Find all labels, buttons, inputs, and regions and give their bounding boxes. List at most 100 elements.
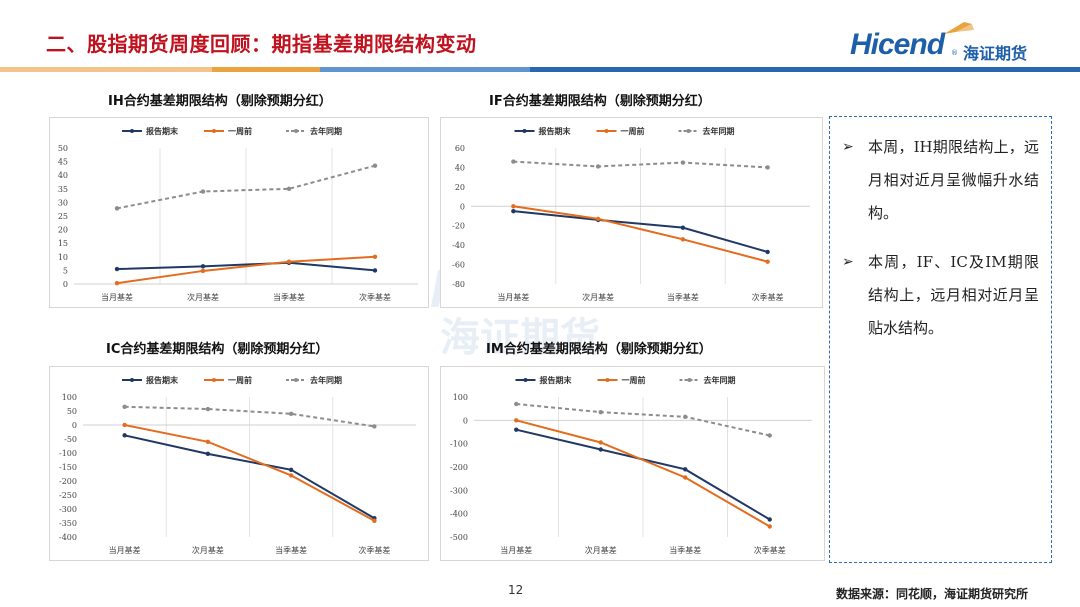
header-band-segment [212, 67, 320, 72]
im-chart-title: IM合约基差期限结构（剔除预期分红） [486, 342, 712, 357]
y-tick-label: -100 [450, 440, 468, 449]
header-band-segment [320, 67, 530, 72]
arrow-bullet-icon: ➢ [842, 254, 854, 270]
legend-marker-week-ago [604, 129, 609, 133]
y-tick-label: -350 [59, 519, 77, 528]
ic-chart: -400 -350 -300 -250 -200 -150 -100 -50 0 50 100 当月基… [49, 366, 429, 561]
y-tick-label: -200 [59, 477, 77, 486]
y-tick-label: 35 [58, 185, 68, 194]
if-chart-title: IF合约基差期限结构（剔除预期分红） [489, 94, 711, 109]
header-band-segment [0, 67, 212, 72]
y-tick-label: 100 [453, 393, 468, 402]
data-point-report [205, 451, 211, 457]
y-tick-label: 15 [58, 239, 68, 248]
y-tick-label: 0 [72, 421, 77, 430]
legend-marker-report [522, 129, 527, 133]
data-point-week-ago [680, 237, 686, 242]
chart-svg: -400 -350 -300 -250 -200 -150 -100 -50 0 50 100 当月基… [59, 375, 416, 555]
data-point-last-year [595, 164, 601, 169]
commentary-item: ➢ 本周，IH期限结构上，远月相对近月呈微幅升水结构。 [842, 131, 1039, 230]
data-point-last-year [765, 165, 770, 170]
data-point-last-year [767, 433, 772, 438]
legend-marker-report [523, 378, 528, 382]
chart-svg: -500 -400 -300 -200 -100 0 100 当月基差 次月基差 当季基差 次季基差… [450, 375, 812, 555]
x-tick-label: 次月基差 [187, 292, 219, 302]
data-point-report [514, 427, 519, 432]
y-tick-label: -400 [59, 533, 77, 542]
legend-label-report: 报告期末 [146, 375, 178, 385]
legend-label-last-year: 去年同期 [310, 126, 342, 136]
data-point-last-year [114, 206, 120, 211]
im-chart: -500 -400 -300 -200 -100 0 100 当月基差 次月基差 当季基差 次季基差… [440, 366, 825, 561]
y-tick-label: -300 [59, 505, 77, 514]
y-tick-label: 20 [455, 183, 465, 192]
legend-label-last-year: 去年同期 [704, 375, 736, 385]
y-tick-label: 0 [460, 202, 465, 211]
x-tick-label: 当季基差 [667, 292, 699, 302]
logo-chinese-name: 海证期货 [963, 44, 1028, 63]
y-tick-label: -150 [59, 463, 77, 472]
if-chart: -80 -60 -40 -20 0 20 40 60 当月基差 次月基差 当季基差 次季基差 报告期末 一… [440, 117, 823, 308]
x-tick-label: 次月基差 [582, 292, 614, 302]
data-point-week-ago [205, 439, 211, 444]
legend-label-week-ago: 一周前 [228, 375, 252, 385]
legend-label-week-ago: 一周前 [228, 126, 252, 136]
legend-label-report: 报告期末 [146, 126, 178, 136]
data-point-week-ago [595, 216, 601, 222]
header-band-segment [530, 67, 1080, 72]
legend-marker-week-ago [605, 378, 610, 382]
y-tick-label: 45 [58, 158, 68, 167]
data-point-week-ago [286, 259, 292, 264]
data-point-report [598, 447, 603, 452]
x-tick-label: 当季基差 [275, 545, 307, 555]
y-tick-label: -80 [452, 280, 465, 289]
legend-marker-last-year [294, 129, 298, 133]
commentary-box: ➢ 本周，IH期限结构上，远月相对近月呈微幅升水结构。 ➢ 本周，IF、IC及I… [829, 116, 1052, 563]
x-tick-label: 次季基差 [358, 545, 390, 555]
data-point-last-year [511, 159, 516, 164]
x-tick-label: 次月基差 [192, 545, 224, 555]
data-point-week-ago [767, 524, 772, 529]
y-tick-label: -200 [450, 463, 468, 472]
x-tick-label: 当月基差 [101, 292, 133, 302]
data-point-last-year [200, 189, 206, 194]
data-point-week-ago [598, 440, 603, 445]
series-line-week-ago [515, 419, 771, 528]
data-point-week-ago [114, 280, 120, 286]
y-tick-label: -250 [59, 491, 77, 500]
y-tick-label: -500 [450, 533, 468, 542]
legend-marker-week-ago [212, 378, 216, 382]
y-tick-label: 0 [63, 280, 68, 289]
data-point-last-year [122, 404, 127, 409]
legend-marker-last-year [686, 129, 691, 133]
y-tick-label: 25 [58, 212, 68, 221]
legend-marker-last-year [294, 378, 298, 382]
legend-label-week-ago: 一周前 [621, 126, 645, 136]
data-point-last-year [288, 411, 294, 416]
data-point-report [122, 433, 127, 438]
data-point-report [680, 225, 686, 230]
legend-label-report: 报告期末 [540, 375, 572, 385]
data-point-last-year [514, 401, 519, 407]
data-point-last-year [372, 424, 377, 429]
series-line-last-year [513, 160, 768, 169]
y-tick-label: 40 [455, 163, 465, 172]
legend-label-last-year: 去年同期 [703, 126, 735, 136]
y-tick-label: -60 [452, 261, 465, 270]
legend-label-last-year: 去年同期 [310, 375, 342, 385]
data-point-week-ago [372, 518, 377, 523]
legend-marker-last-year [687, 378, 692, 382]
logo-wing-icon [944, 22, 974, 34]
y-tick-label: 50 [67, 407, 77, 416]
data-point-last-year [205, 406, 211, 412]
y-tick-label: -50 [64, 435, 77, 444]
data-point-last-year [372, 163, 378, 168]
series-line-week-ago [124, 424, 375, 522]
x-tick-label: 当季基差 [669, 545, 701, 555]
chart-svg: 0 5 10 15 20 25 30 35 40 45 50 当月基差 次月基差 当季基差 次季基差 报告期末… [58, 126, 418, 302]
y-tick-label: 10 [58, 253, 68, 262]
series-line-week-ago [116, 255, 376, 285]
x-tick-label: 次季基差 [752, 292, 784, 302]
data-point-report [114, 266, 120, 272]
series-line-week-ago [513, 205, 768, 263]
